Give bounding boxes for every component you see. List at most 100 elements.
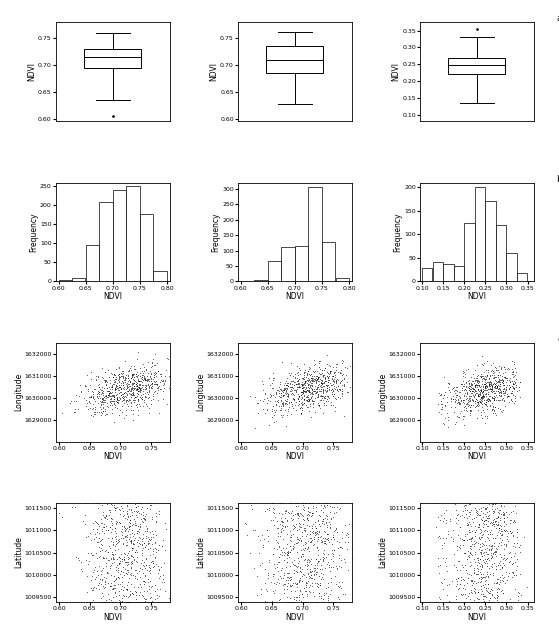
Point bbox=[149, 389, 158, 399]
Point bbox=[471, 380, 480, 390]
Point bbox=[490, 547, 499, 557]
Point bbox=[318, 503, 327, 513]
Point bbox=[96, 551, 105, 561]
Point bbox=[516, 569, 525, 579]
Point bbox=[347, 543, 356, 554]
Point bbox=[98, 597, 107, 607]
Point bbox=[118, 371, 127, 381]
Point bbox=[478, 559, 487, 569]
Point bbox=[125, 586, 134, 596]
Point bbox=[338, 355, 347, 365]
Point bbox=[295, 392, 304, 402]
Point bbox=[159, 383, 168, 393]
Point bbox=[132, 574, 141, 584]
Point bbox=[148, 532, 157, 542]
Point bbox=[337, 388, 346, 398]
Point bbox=[334, 380, 343, 390]
Point bbox=[282, 385, 291, 396]
Point bbox=[255, 535, 264, 545]
Point bbox=[298, 498, 307, 508]
Point bbox=[486, 396, 495, 406]
Point bbox=[127, 378, 136, 388]
Point bbox=[332, 376, 341, 386]
Point bbox=[298, 510, 307, 520]
Point bbox=[495, 505, 504, 515]
Point bbox=[287, 585, 296, 596]
Point bbox=[311, 376, 320, 387]
Point bbox=[283, 394, 292, 404]
Point bbox=[102, 383, 111, 393]
Point bbox=[100, 554, 108, 564]
Point bbox=[286, 572, 295, 582]
Point bbox=[135, 380, 144, 390]
Point bbox=[278, 563, 287, 573]
Point bbox=[311, 387, 320, 397]
Point bbox=[340, 379, 349, 389]
Point bbox=[131, 392, 140, 402]
Point bbox=[118, 389, 127, 399]
Point bbox=[285, 535, 294, 545]
Point bbox=[129, 582, 138, 592]
Point bbox=[492, 382, 501, 392]
Point bbox=[134, 506, 143, 516]
Point bbox=[313, 392, 322, 403]
Point bbox=[345, 382, 354, 392]
Point bbox=[110, 382, 119, 392]
Point bbox=[492, 590, 501, 600]
Point bbox=[501, 525, 510, 535]
Point bbox=[502, 506, 511, 517]
Point bbox=[280, 578, 289, 589]
Point bbox=[338, 389, 347, 399]
Point bbox=[96, 535, 105, 545]
Point bbox=[480, 515, 489, 526]
Point bbox=[474, 397, 483, 407]
Point bbox=[278, 580, 287, 590]
Point bbox=[506, 377, 515, 387]
Point bbox=[304, 394, 313, 404]
Point bbox=[341, 362, 350, 372]
Point bbox=[484, 394, 492, 404]
Point bbox=[165, 513, 174, 523]
Point bbox=[146, 562, 155, 573]
Point bbox=[140, 562, 149, 573]
Point bbox=[150, 378, 159, 389]
Point bbox=[329, 386, 338, 396]
Point bbox=[108, 520, 117, 531]
Point bbox=[478, 532, 487, 542]
Point bbox=[326, 366, 335, 376]
Point bbox=[266, 380, 275, 390]
Point bbox=[494, 372, 503, 382]
Point bbox=[502, 540, 511, 550]
Point bbox=[481, 547, 490, 557]
Point bbox=[292, 508, 301, 519]
Point bbox=[499, 386, 508, 396]
Point bbox=[335, 553, 344, 563]
Point bbox=[125, 547, 134, 557]
Point bbox=[70, 404, 79, 414]
Point bbox=[445, 596, 454, 606]
Point bbox=[496, 390, 505, 400]
Point bbox=[484, 597, 493, 607]
Point bbox=[334, 384, 343, 394]
Point bbox=[504, 363, 513, 373]
Point bbox=[146, 383, 155, 394]
Point bbox=[83, 587, 92, 597]
Point bbox=[323, 350, 332, 361]
Point bbox=[101, 390, 110, 400]
Point bbox=[301, 380, 310, 390]
Point bbox=[136, 385, 145, 396]
Point bbox=[103, 390, 112, 400]
Point bbox=[466, 507, 475, 517]
Point bbox=[473, 397, 482, 407]
Point bbox=[339, 411, 348, 421]
Point bbox=[257, 584, 266, 594]
Point bbox=[154, 382, 163, 392]
Point bbox=[473, 553, 482, 563]
Point bbox=[311, 527, 320, 538]
Point bbox=[107, 388, 116, 398]
Point bbox=[269, 520, 278, 530]
Point bbox=[330, 381, 339, 391]
Point bbox=[276, 515, 285, 526]
Y-axis label: Longitude: Longitude bbox=[14, 373, 23, 412]
Point bbox=[442, 533, 451, 543]
